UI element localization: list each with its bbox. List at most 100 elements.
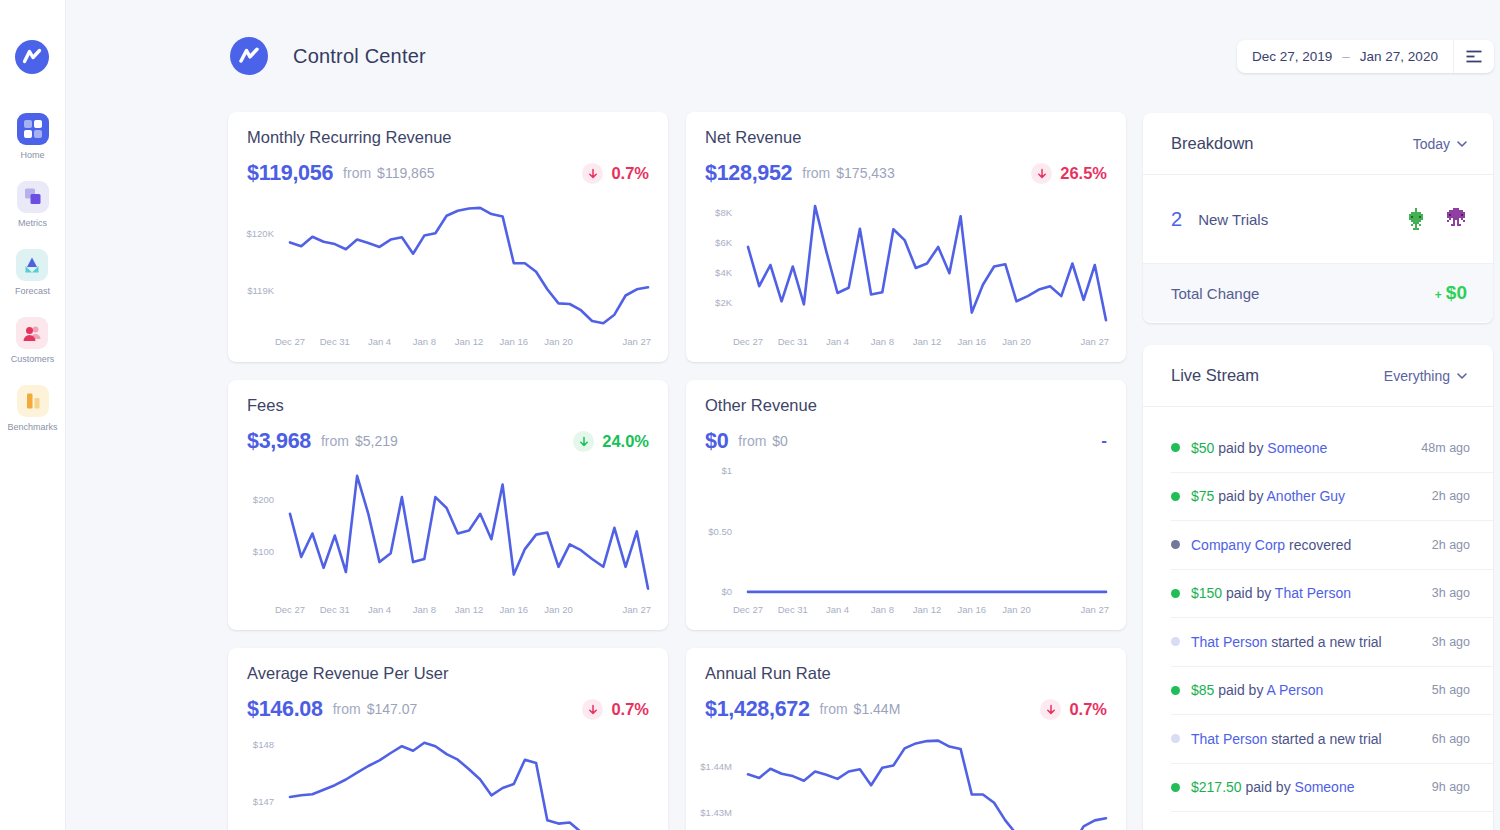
svg-text:Jan 20: Jan 20 [1002, 336, 1031, 347]
svg-text:$1.44M: $1.44M [700, 761, 732, 772]
sidebar-item-home[interactable]: Home [17, 113, 49, 160]
app-logo[interactable] [14, 39, 50, 75]
svg-text:Jan 12: Jan 12 [455, 604, 484, 615]
customer-link[interactable]: Someone [1267, 440, 1327, 456]
chevron-down-icon [1457, 141, 1467, 147]
change-badge: 0.7% [1040, 699, 1107, 720]
sidebar-item-metrics[interactable]: Metrics [17, 181, 49, 228]
date-range-picker[interactable]: Dec 27, 2019 – Jan 27, 2020 [1237, 40, 1453, 73]
event-time: 2h ago [1432, 538, 1470, 552]
livestream-item[interactable]: $50 paid by Someone48m ago [1171, 424, 1493, 473]
svg-text:Jan 8: Jan 8 [413, 604, 436, 615]
livestream-item[interactable]: $85 paid by A Person5h ago [1171, 667, 1493, 716]
svg-text:Jan 12: Jan 12 [913, 336, 942, 347]
sidebar-nav: Home Metrics Forecast Customers Benchmarks [0, 113, 65, 453]
svg-text:Dec 31: Dec 31 [778, 604, 808, 615]
event-time: 6h ago [1432, 732, 1470, 746]
svg-text:Jan 4: Jan 4 [368, 336, 391, 347]
new-trials-label: New Trials [1198, 211, 1268, 228]
svg-text:Jan 8: Jan 8 [413, 336, 436, 347]
livestream-item[interactable]: $217.50 paid by Someone9h ago [1171, 764, 1493, 813]
livestream-card: Live Stream Everything $50 paid by Someo… [1143, 345, 1493, 830]
customer-link[interactable]: That Person [1275, 585, 1351, 601]
sidebar-item-benchmarks[interactable]: Benchmarks [7, 385, 57, 432]
svg-text:Dec 27: Dec 27 [275, 604, 305, 615]
event-time: 9h ago [1432, 780, 1470, 794]
metric-from-label: from [333, 701, 361, 717]
livestream-item[interactable]: $150 paid by That Person3h ago [1171, 570, 1493, 619]
livestream-item[interactable]: That Person started a new trial3h ago [1171, 618, 1493, 667]
livestream-item[interactable]: Company Corp recovered2h ago [1171, 521, 1493, 570]
filter-button[interactable] [1454, 40, 1494, 73]
svg-text:$0.50: $0.50 [708, 526, 732, 537]
event-dot-slate [1171, 540, 1180, 549]
metric-card-fees: Fees$3,968from$5,21924.0%$200$100Dec 27D… [228, 380, 668, 630]
livestream-item[interactable]: $75 paid by Another Guy2h ago [1171, 473, 1493, 522]
svg-text:Jan 20: Jan 20 [544, 604, 573, 615]
sidebar-item-label: Home [20, 150, 44, 160]
metric-chart: $8K$6K$4K$2KDec 27Dec 31Jan 4Jan 8Jan 12… [686, 194, 1126, 358]
metric-card-arr: Annual Run Rate$1,428,672from$1.44M0.7%$… [686, 648, 1126, 830]
svg-text:Jan 12: Jan 12 [913, 604, 942, 615]
svg-text:$2K: $2K [715, 297, 733, 308]
sidebar-item-label: Forecast [15, 286, 50, 296]
customer-link[interactable]: Company Corp [1191, 537, 1285, 553]
event-dot-lavender [1171, 734, 1180, 743]
metric-from-value: $0 [772, 433, 788, 449]
metric-title: Monthly Recurring Revenue [247, 128, 452, 147]
livestream-list: $50 paid by Someone48m ago$75 paid by An… [1143, 407, 1493, 812]
breakdown-total-row: Total Change + $0 [1143, 264, 1493, 322]
customer-link[interactable]: Someone [1295, 779, 1355, 795]
metric-card-other-revenue: Other Revenue$0from$0-$1$0.50$0Dec 27Dec… [686, 380, 1126, 630]
breakdown-row-new-trials[interactable]: 2 New Trials [1143, 175, 1493, 264]
livestream-item[interactable]: That Person started a new trial 6h ago [1171, 715, 1493, 764]
metric-from-label: from [738, 433, 766, 449]
sidebar-item-customers[interactable]: Customers [11, 317, 55, 364]
svg-text:$1.43M: $1.43M [700, 807, 732, 818]
livestream-filter-dropdown[interactable]: Everything [1384, 368, 1467, 384]
page-title: Control Center [293, 45, 426, 68]
svg-text:Jan 27: Jan 27 [1081, 604, 1110, 615]
event-text: That Person started a new trial [1191, 731, 1382, 747]
customer-link[interactable]: That Person [1191, 634, 1267, 650]
customer-link[interactable]: A Person [1267, 682, 1324, 698]
trial-avatar-purple-invader-icon[interactable] [1445, 208, 1467, 230]
trial-avatar-green-alien-icon[interactable] [1405, 208, 1427, 230]
metric-chart: $200$100Dec 27Dec 31Jan 4Jan 8Jan 12Jan … [228, 462, 668, 626]
arrow-down-circle-icon [573, 431, 594, 452]
date-start: Dec 27, 2019 [1252, 49, 1332, 64]
breakdown-filter-dropdown[interactable]: Today [1413, 136, 1467, 152]
metric-value: $146.08 [247, 697, 323, 722]
change-percent: 0.7% [1069, 700, 1107, 719]
metric-title: Fees [247, 396, 284, 415]
svg-text:Jan 20: Jan 20 [1002, 604, 1031, 615]
metric-from-label: from [343, 165, 371, 181]
total-change-label: Total Change [1171, 285, 1259, 302]
no-change-dash: - [1101, 431, 1107, 451]
total-change-value: + $0 [1435, 282, 1467, 304]
svg-text:Jan 4: Jan 4 [826, 604, 849, 615]
event-text: $150 paid by That Person [1191, 585, 1351, 601]
svg-text:Dec 27: Dec 27 [275, 336, 305, 347]
metric-chart: $148$147Dec 27Dec 31Jan 4Jan 8Jan 12Jan … [228, 730, 668, 830]
filter-icon [1466, 50, 1482, 63]
svg-text:Dec 27: Dec 27 [733, 604, 763, 615]
svg-text:Jan 16: Jan 16 [958, 336, 987, 347]
sidebar-item-label: Customers [11, 354, 55, 364]
customer-link[interactable]: That Person [1191, 731, 1267, 747]
change-percent: 0.7% [611, 700, 649, 719]
sidebar-item-forecast[interactable]: Forecast [15, 249, 50, 296]
change-badge: 0.7% [582, 163, 649, 184]
metric-value: $1,428,672 [705, 697, 810, 722]
metric-from-value: $175,433 [836, 165, 894, 181]
arrow-down-circle-icon [582, 699, 603, 720]
svg-text:$8K: $8K [715, 207, 733, 218]
event-time: 5h ago [1432, 683, 1470, 697]
livestream-title: Live Stream [1171, 366, 1259, 385]
metric-from-value: $1.44M [854, 701, 901, 717]
svg-text:$120K: $120K [247, 228, 275, 239]
svg-text:$100: $100 [253, 546, 274, 557]
change-badge: 0.7% [582, 699, 649, 720]
customer-link[interactable]: Another Guy [1267, 488, 1346, 504]
metric-from-label: from [321, 433, 349, 449]
